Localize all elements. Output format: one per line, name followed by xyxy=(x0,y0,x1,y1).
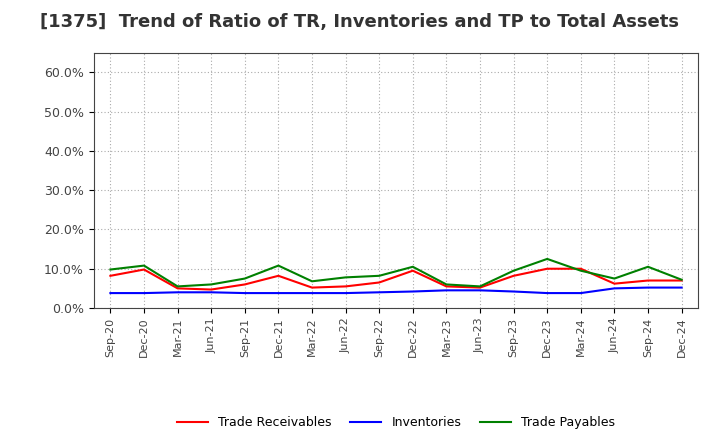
Inventories xyxy=(274,290,283,296)
Inventories xyxy=(644,285,652,290)
Trade Receivables xyxy=(408,268,417,273)
Inventories xyxy=(408,289,417,294)
Inventories xyxy=(307,290,316,296)
Trade Payables xyxy=(341,275,350,280)
Inventories xyxy=(509,289,518,294)
Inventories xyxy=(375,290,384,295)
Trade Receivables xyxy=(610,281,618,286)
Trade Receivables xyxy=(240,282,249,287)
Trade Payables xyxy=(174,284,182,289)
Inventories xyxy=(577,290,585,296)
Trade Payables xyxy=(375,273,384,279)
Trade Receivables xyxy=(509,273,518,279)
Trade Receivables xyxy=(375,280,384,285)
Trade Receivables xyxy=(644,278,652,283)
Trade Payables xyxy=(543,256,552,261)
Trade Receivables xyxy=(274,273,283,279)
Trade Payables xyxy=(509,268,518,273)
Inventories xyxy=(140,290,148,296)
Line: Trade Receivables: Trade Receivables xyxy=(110,269,682,290)
Trade Receivables xyxy=(341,284,350,289)
Inventories xyxy=(476,288,485,293)
Trade Receivables xyxy=(678,278,686,283)
Inventories xyxy=(543,290,552,296)
Inventories xyxy=(240,290,249,296)
Trade Receivables xyxy=(140,267,148,272)
Trade Receivables xyxy=(543,266,552,271)
Line: Inventories: Inventories xyxy=(110,288,682,293)
Trade Payables xyxy=(577,268,585,273)
Trade Receivables xyxy=(174,286,182,291)
Line: Trade Payables: Trade Payables xyxy=(110,259,682,286)
Text: [1375]  Trend of Ratio of TR, Inventories and TP to Total Assets: [1375] Trend of Ratio of TR, Inventories… xyxy=(40,13,680,31)
Inventories xyxy=(678,285,686,290)
Inventories xyxy=(207,290,215,295)
Trade Payables xyxy=(442,282,451,287)
Trade Payables xyxy=(106,267,114,272)
Trade Payables xyxy=(678,277,686,282)
Trade Payables xyxy=(140,263,148,268)
Trade Receivables xyxy=(442,284,451,289)
Legend: Trade Receivables, Inventories, Trade Payables: Trade Receivables, Inventories, Trade Pa… xyxy=(171,411,621,434)
Trade Payables xyxy=(274,263,283,268)
Trade Receivables xyxy=(577,266,585,271)
Trade Payables xyxy=(408,264,417,269)
Trade Payables xyxy=(476,284,485,289)
Inventories xyxy=(106,290,114,296)
Inventories xyxy=(341,290,350,296)
Trade Receivables xyxy=(476,285,485,290)
Trade Payables xyxy=(610,276,618,281)
Trade Payables xyxy=(307,279,316,284)
Inventories xyxy=(174,290,182,295)
Trade Payables xyxy=(207,282,215,287)
Inventories xyxy=(442,288,451,293)
Trade Payables xyxy=(240,276,249,281)
Inventories xyxy=(610,286,618,291)
Trade Receivables xyxy=(307,285,316,290)
Trade Payables xyxy=(644,264,652,269)
Trade Receivables xyxy=(106,273,114,279)
Trade Receivables xyxy=(207,287,215,292)
